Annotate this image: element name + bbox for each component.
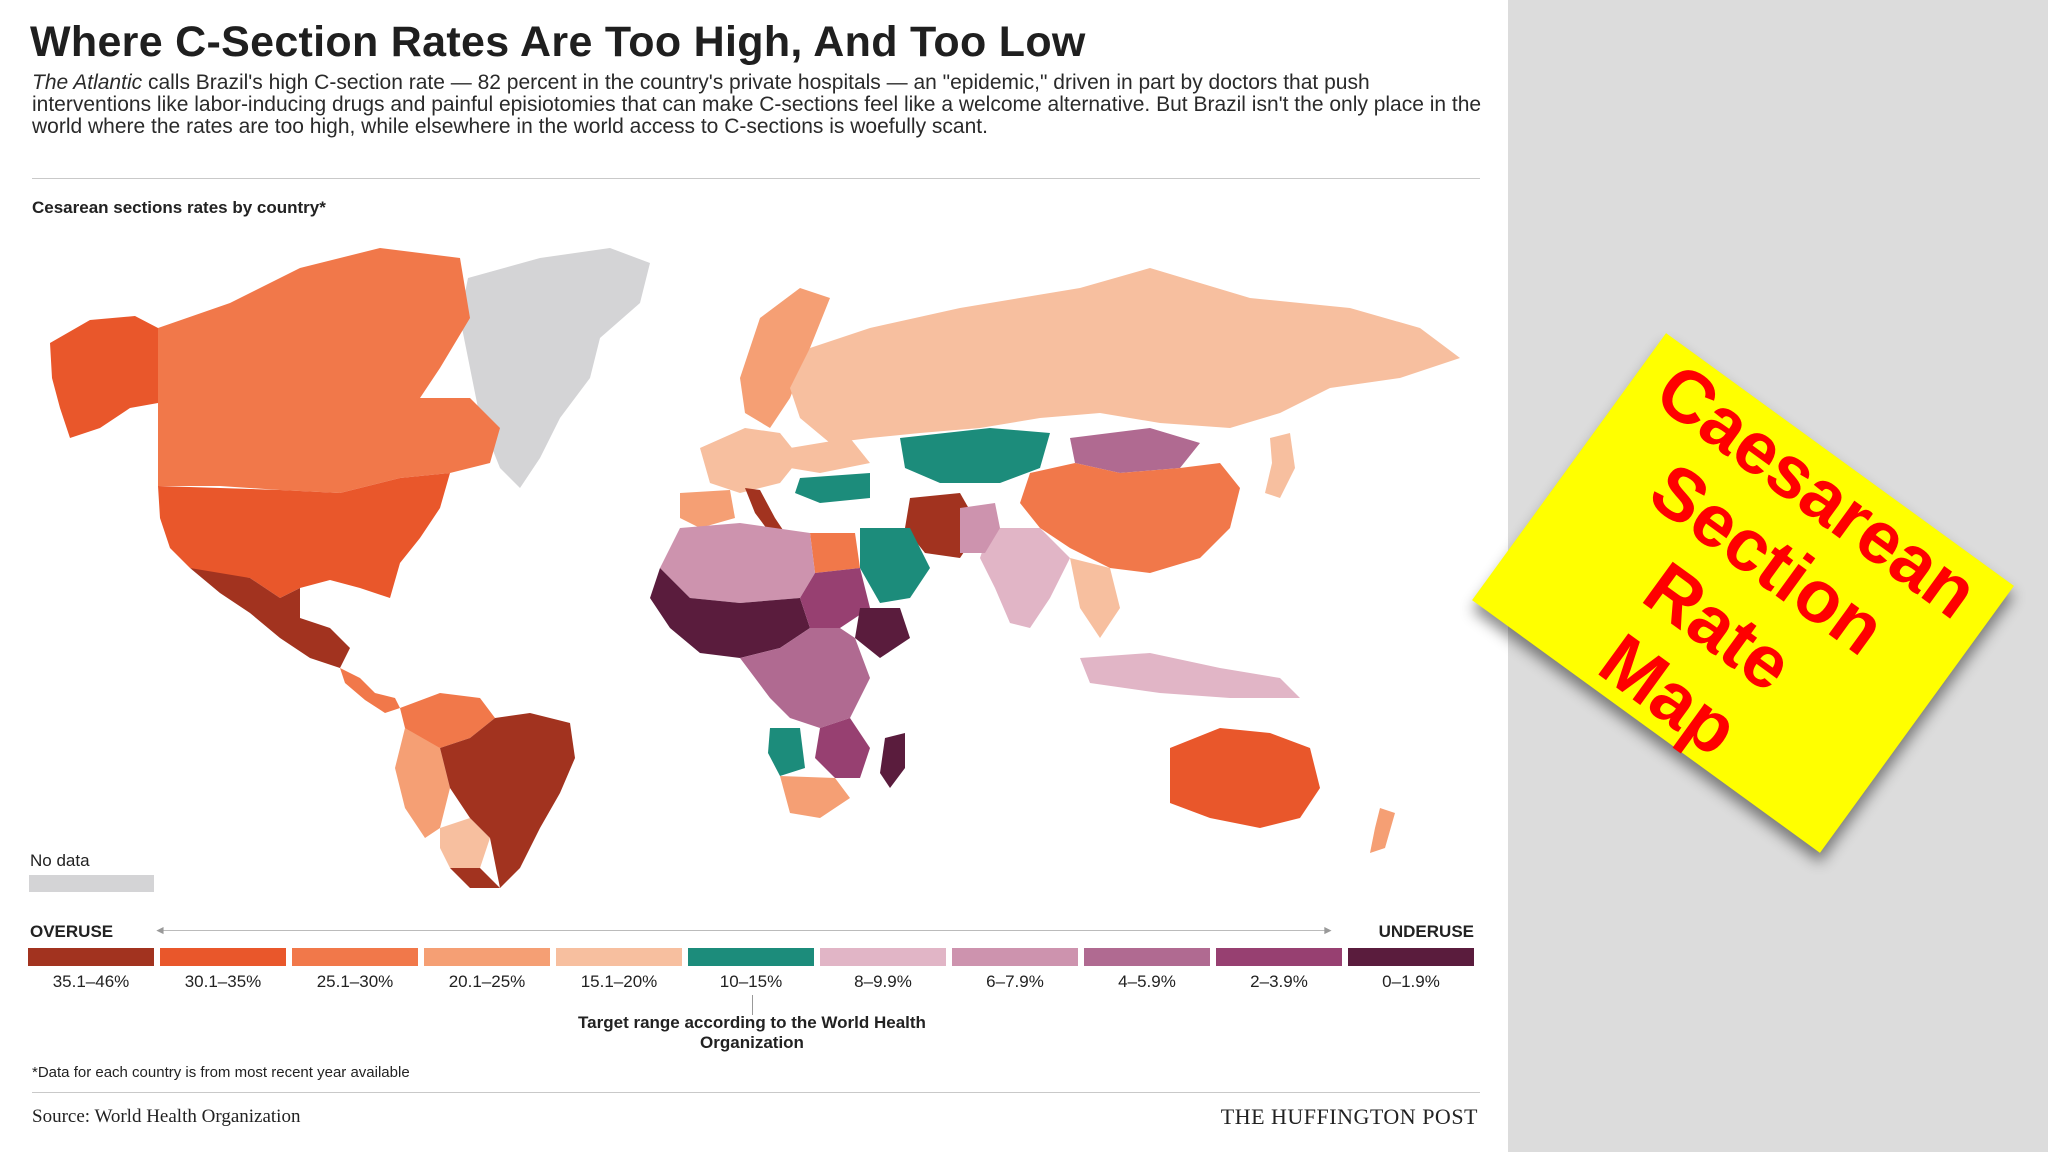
region-egypt (810, 533, 860, 573)
region-western-europe (700, 428, 800, 493)
legend-bin: 6–7.9% (952, 948, 1078, 991)
region-japan (1265, 433, 1295, 498)
legend-swatch (160, 948, 286, 966)
region-ethiopia (855, 608, 910, 658)
legend-bin: 0–1.9% (1348, 948, 1474, 991)
region-iberia (680, 490, 735, 528)
legend-bin: 4–5.9% (1084, 948, 1210, 991)
legend-swatch (688, 948, 814, 966)
region-indonesia (1080, 653, 1300, 698)
region-colombia (400, 693, 495, 748)
legend-bin: 8–9.9% (820, 948, 946, 991)
arrow-left-icon: ◄ (154, 923, 166, 937)
legend-bin: 2–3.9% (1216, 948, 1342, 991)
underuse-label: UNDERUSE (1378, 922, 1474, 941)
region-peru (395, 728, 450, 838)
legend-bin-label: 20.1–25% (448, 972, 526, 991)
region-north-africa (660, 523, 815, 603)
source-credit: Source: World Health Organization (32, 1106, 301, 1127)
scale-arrow-line (160, 930, 1330, 931)
arrow-right-icon: ► (1322, 923, 1334, 937)
region-se-asia (1070, 558, 1120, 638)
legend-bin-label: 0–1.9% (1382, 972, 1440, 991)
region-madagascar (880, 733, 905, 788)
legend-bin-label: 30.1–35% (184, 972, 262, 991)
legend-bin: 10–15% (688, 948, 814, 991)
region-scandinavia (740, 288, 830, 428)
divider (32, 178, 1480, 179)
legend-swatch (820, 948, 946, 966)
region-pakistan (960, 503, 1000, 553)
legend-bin-label: 4–5.9% (1118, 972, 1176, 991)
legend-bin-label: 10–15% (719, 972, 783, 991)
region-east-africa (815, 718, 870, 778)
region-argentina (450, 868, 500, 888)
region-russia (790, 268, 1460, 443)
legend-bin-label: 6–7.9% (986, 972, 1044, 991)
legend-bin: 20.1–25% (424, 948, 550, 991)
legend-bin-label: 2–3.9% (1250, 972, 1308, 991)
legend-bin-label: 25.1–30% (316, 972, 394, 991)
target-range-tick (752, 995, 753, 1015)
no-data-label: No data (30, 851, 90, 870)
region-sudan (800, 568, 870, 628)
world-map (50, 248, 1460, 888)
region-bolivia (440, 818, 490, 868)
region-south-africa (780, 776, 850, 818)
overuse-label: OVERUSE (30, 922, 114, 941)
intro-publication: The Atlantic (32, 71, 143, 94)
legend-swatch (424, 948, 550, 966)
region-new-zealand (1370, 808, 1395, 853)
legend-bin-label: 15.1–20% (580, 972, 658, 991)
region-kazakhstan (900, 428, 1050, 483)
region-greenland (460, 248, 650, 488)
legend-bin-label: 35.1–46% (52, 972, 130, 991)
legend-bin: 15.1–20% (556, 948, 682, 991)
no-data-swatch (29, 875, 154, 892)
legend-swatch (556, 948, 682, 966)
region-india (980, 528, 1070, 628)
region-angola (768, 728, 805, 776)
region-central-africa (740, 628, 870, 728)
legend-bin: 30.1–35% (160, 948, 286, 991)
region-west-africa (650, 568, 810, 658)
page-title: Where C-Section Rates Are Too High, And … (30, 18, 1086, 66)
intro-text: calls Brazil's high C-section rate — 82 … (32, 71, 1482, 138)
region-china (1020, 463, 1240, 573)
infographic-panel: Where C-Section Rates Are Too High, And … (0, 0, 1508, 1152)
region-saudi (860, 528, 930, 603)
legend-swatch (1216, 948, 1342, 966)
region-brazil (440, 713, 575, 888)
region-turkey (795, 473, 870, 503)
legend-swatch (1348, 948, 1474, 966)
region-ukraine (790, 438, 870, 473)
legend-bin: 35.1–46% (28, 948, 154, 991)
legend-swatch (292, 948, 418, 966)
region-australia (1170, 728, 1320, 828)
region-italy (745, 488, 785, 533)
intro-paragraph: The Atlantic calls Brazil's high C-secti… (32, 72, 1482, 138)
title-sticker: Caesarean Section Rate Map (1472, 333, 2014, 853)
region-central-america (340, 668, 400, 713)
region-alaska (50, 316, 158, 438)
footer-divider (32, 1092, 1480, 1093)
publisher-logo: THE HUFFINGTON POST (1220, 1104, 1478, 1129)
target-range-note: Target range according to the World Heal… (578, 1013, 926, 1052)
legend-swatch (1084, 948, 1210, 966)
color-legend: 35.1–46% 30.1–35% 25.1–30% 20.1–25% 15.1–20%… (28, 948, 1480, 1008)
footnote: *Data for each country is from most rece… (32, 1064, 410, 1081)
legend-swatch (28, 948, 154, 966)
region-mexico (190, 568, 350, 668)
legend-bin-label: 8–9.9% (854, 972, 912, 991)
map-title: Cesarean sections rates by country* (32, 198, 326, 217)
region-canada (158, 248, 500, 493)
region-usa (158, 473, 450, 598)
region-mongolia (1070, 428, 1200, 473)
legend-swatch (952, 948, 1078, 966)
legend-bin: 25.1–30% (292, 948, 418, 991)
sticker-text: Caesarean Section Rate Map (1472, 333, 2014, 853)
